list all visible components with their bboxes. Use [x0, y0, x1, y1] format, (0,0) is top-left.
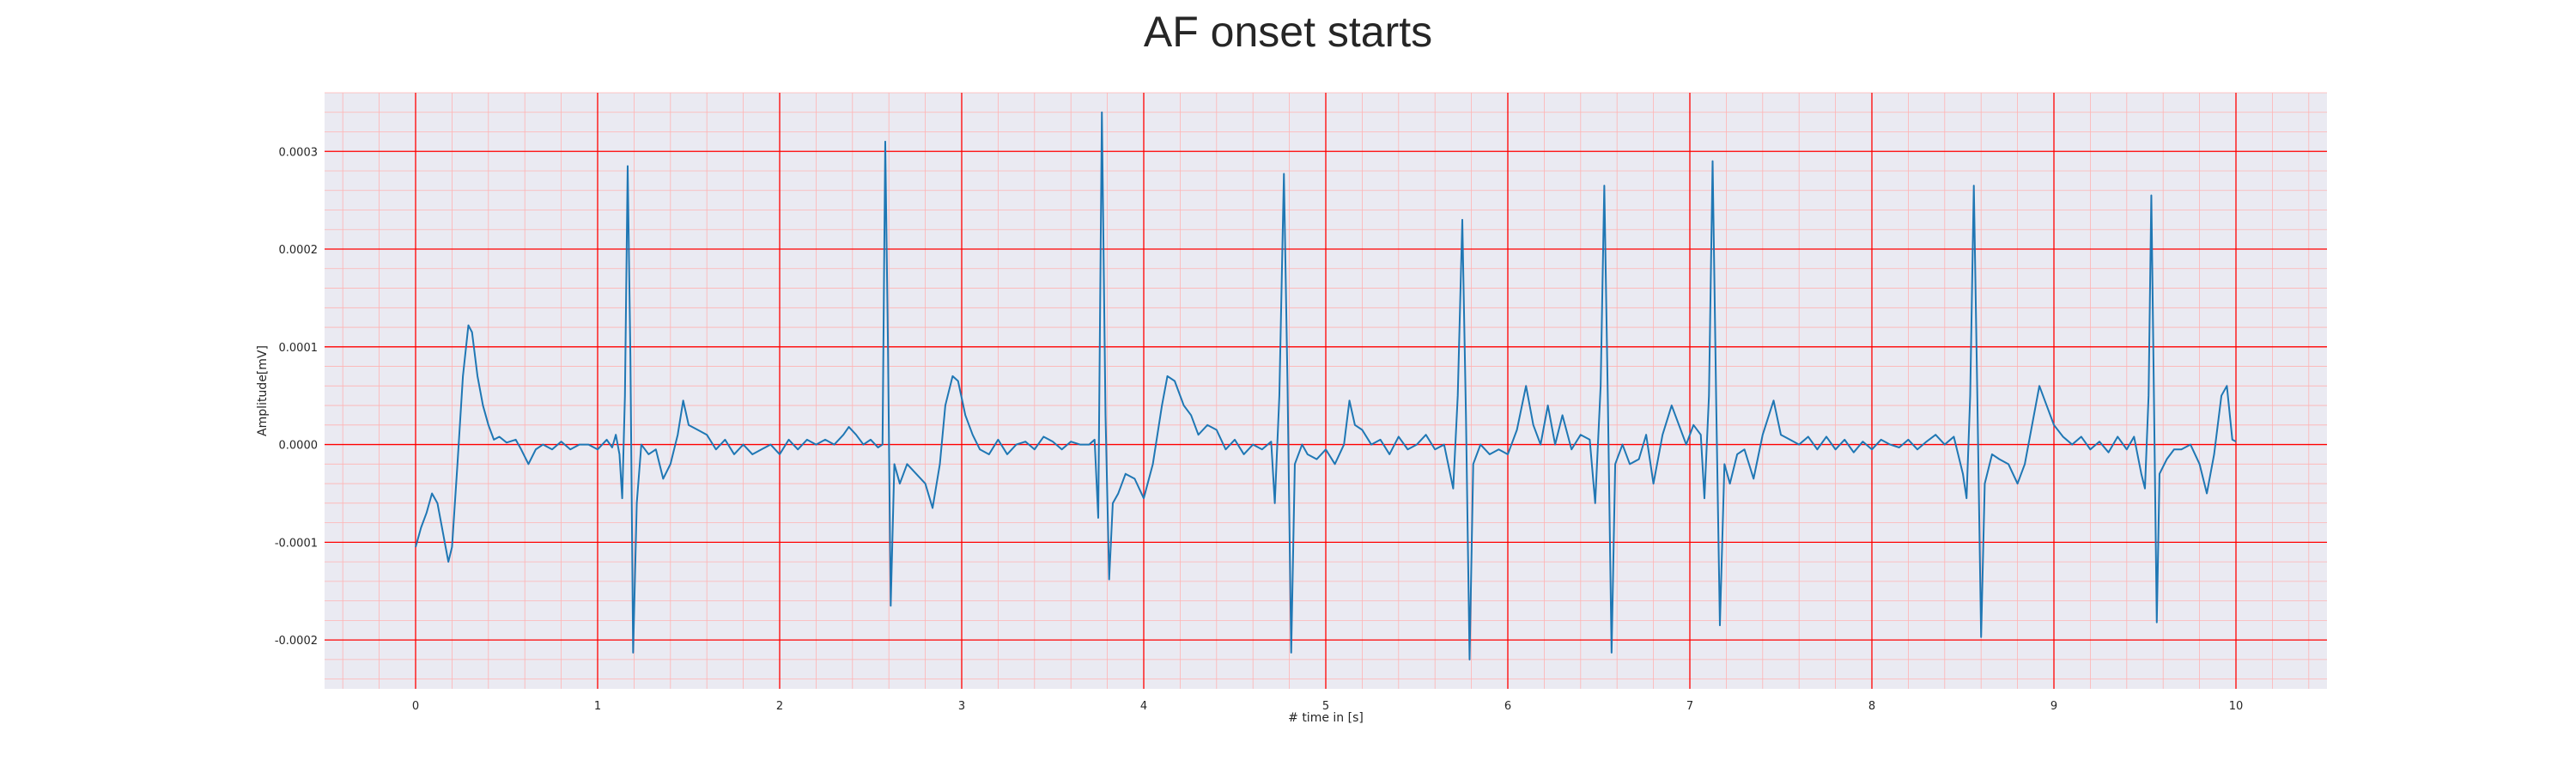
x-tick-label: 8: [1868, 700, 1875, 713]
y-axis-ticks: -0.0002 -0.0001 0.0000 0.0001 0.0002 0.0003: [275, 146, 318, 648]
x-axis-ticks: 0 1 2 3 4 5 6 7 8 9 10: [412, 700, 2243, 713]
y-tick-label: 0.0000: [279, 440, 319, 453]
y-tick-label: -0.0002: [275, 635, 318, 648]
x-tick-label: 10: [2229, 700, 2244, 713]
x-axis-label: # time in [s]: [1288, 711, 1364, 725]
x-tick-label: 1: [594, 700, 601, 713]
x-tick-label: 2: [776, 700, 783, 713]
chart-title: AF onset starts: [1144, 8, 1432, 56]
y-axis-label: Amplitude[mV]: [256, 345, 270, 436]
x-tick-label: 4: [1140, 700, 1147, 713]
x-tick-label: 9: [2050, 700, 2057, 713]
x-tick-label: 7: [1686, 700, 1693, 713]
x-tick-label: 5: [1322, 700, 1329, 713]
x-tick-label: 0: [412, 700, 419, 713]
y-tick-label: 0.0003: [279, 146, 319, 159]
ecg-series-line: [415, 111, 2237, 660]
x-tick-label: 6: [1504, 700, 1511, 713]
y-tick-label: 0.0001: [279, 342, 319, 355]
major-grid: [325, 93, 2327, 689]
y-tick-label: -0.0001: [275, 537, 318, 550]
y-tick-label: 0.0002: [279, 244, 319, 257]
x-tick-label: 3: [958, 700, 965, 713]
